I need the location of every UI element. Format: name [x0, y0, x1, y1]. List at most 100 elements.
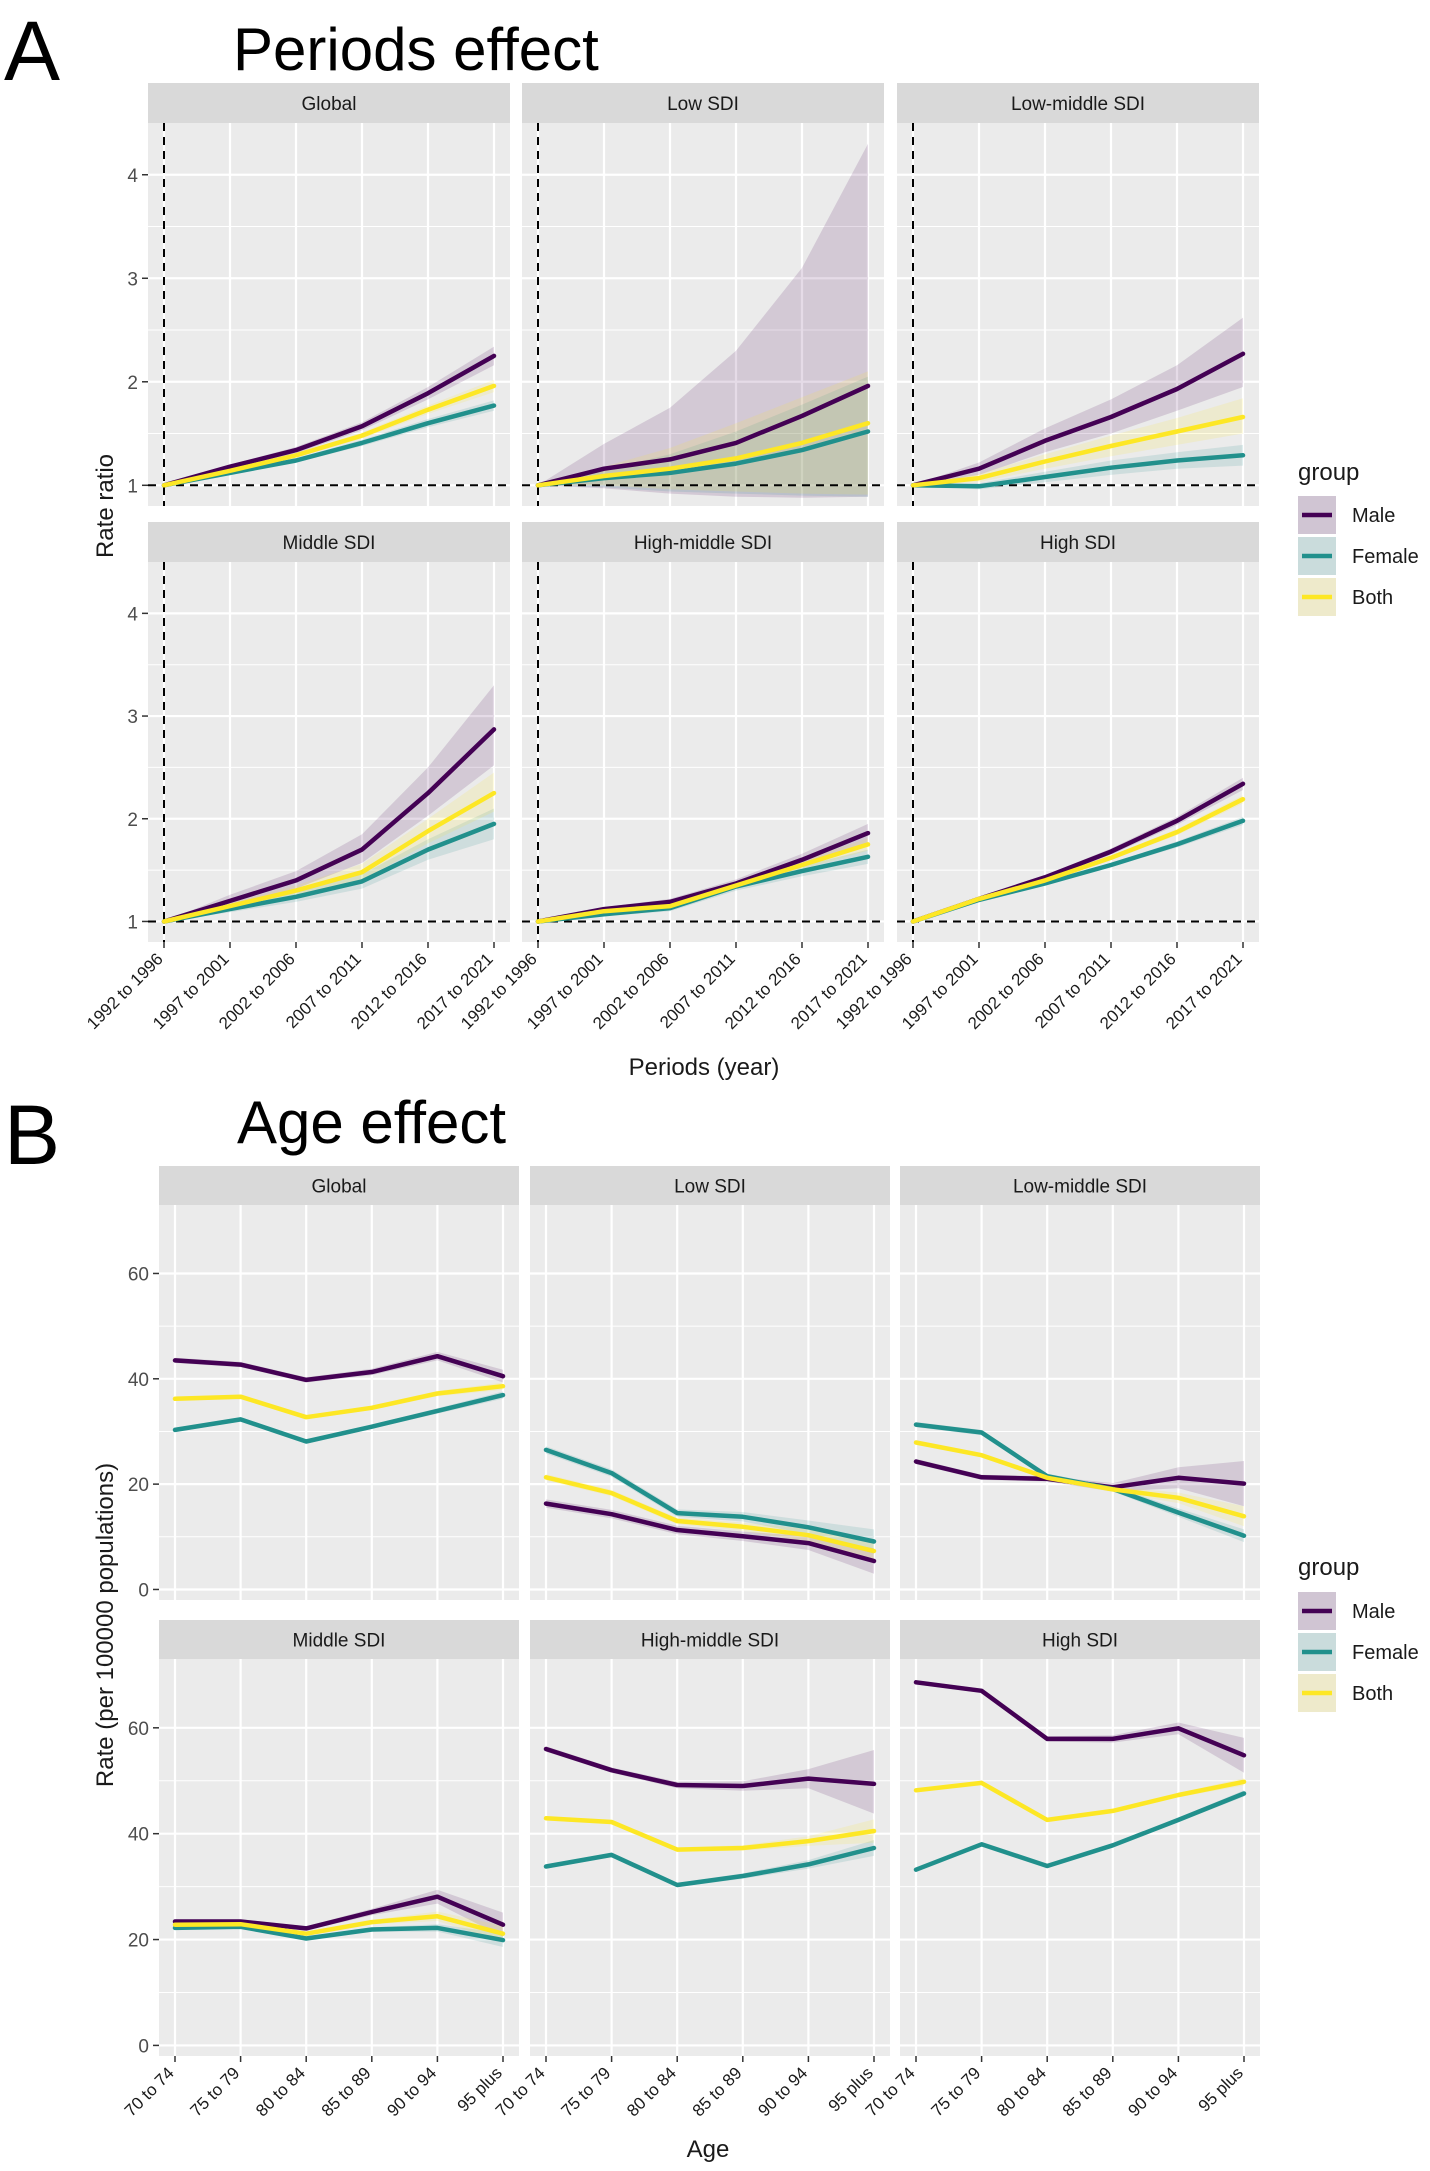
series-line-male	[172, 1353, 506, 1383]
panel-b-legend-title: group	[1298, 1554, 1359, 1581]
facet-a-global: Global 1 2 3 4	[127, 83, 510, 506]
panel-b-heading: Age effect	[237, 1089, 506, 1156]
panel-a-facets: Global 1 2 3 4 Low SDI Low-middle SDI Middle SD…	[83, 83, 1259, 1033]
y-tick-label: 20	[128, 1475, 149, 1496]
facet-a-low-middle-sdi: Low-middle SDI	[897, 83, 1259, 506]
series-line-both	[910, 796, 1246, 924]
confidence-ribbon-male	[164, 685, 494, 922]
facet-panel-background	[897, 123, 1259, 506]
legend-label: Both	[1352, 587, 1393, 609]
facet-strip-label: Global	[302, 94, 357, 115]
facet-strip	[530, 1620, 890, 1659]
y-tick-label: 3	[127, 269, 138, 290]
x-tick-label: 85 to 89	[318, 2063, 375, 2120]
series-line-female	[543, 1447, 877, 1544]
facet-strip	[897, 522, 1259, 562]
panel-a-legend-title: group	[1298, 459, 1359, 486]
legend-item-male: Male	[1298, 496, 1395, 534]
facet-b-global: Global 0 20 40 60	[128, 1166, 519, 1601]
panel-b-letter: B	[4, 1088, 60, 1182]
panel-a-periods-effect: A Periods effect Global 1 2 3 4 Low SDI Low-mi…	[4, 4, 1419, 1081]
x-tick-label: 85 to 89	[1059, 2063, 1116, 2120]
series-line-both	[913, 1440, 1247, 1519]
series-line-female	[910, 453, 1246, 489]
panel-a-heading: Periods effect	[233, 16, 599, 83]
y-tick-label: 2	[127, 373, 138, 394]
x-tick-label: 70 to 74	[121, 2063, 178, 2120]
facet-b-middle-sdi: Middle SDI 0 20 40 60 70 to 74 75 to 79 80 to 8…	[121, 1620, 519, 2120]
series-line-male	[543, 1501, 877, 1564]
legend-item-both: Both	[1298, 578, 1393, 616]
series-line-male	[161, 727, 497, 924]
x-tick-label: 80 to 84	[623, 2063, 680, 2120]
facet-strip-label: Global	[312, 1177, 367, 1198]
confidence-ribbon-female	[913, 444, 1243, 490]
y-tick-label: 40	[128, 1825, 149, 1846]
x-tick-label: 90 to 94	[383, 2063, 440, 2120]
facet-strip	[148, 522, 510, 562]
facet-strip-label: Low-middle SDI	[1013, 1177, 1147, 1198]
series-line-male	[910, 351, 1246, 488]
y-tick-label: 20	[128, 1931, 149, 1952]
y-tick-label: 2	[127, 810, 138, 831]
facet-b-low-middle-sdi: Low-middle SDI	[900, 1166, 1260, 1600]
y-tick-label: 1	[127, 476, 138, 497]
legend-label: Male	[1352, 505, 1395, 527]
series-line-male	[161, 353, 497, 488]
series-line-both	[172, 1914, 506, 1936]
y-tick-label: 40	[128, 1370, 149, 1391]
facet-strip	[897, 83, 1259, 123]
x-tick-label: 90 to 94	[1124, 2063, 1181, 2120]
facet-strip-label: High SDI	[1042, 1631, 1118, 1652]
facet-panel-background	[159, 1205, 519, 1600]
panel-a-letter: A	[4, 4, 60, 98]
confidence-ribbon-male	[538, 143, 868, 498]
y-tick-label: 60	[128, 1719, 149, 1740]
facet-strip	[148, 83, 510, 123]
facet-strip-label: Low SDI	[667, 94, 739, 115]
x-tick-label: 75 to 79	[187, 2063, 244, 2120]
x-tick-label: 75 to 79	[558, 2063, 615, 2120]
legend-label: Male	[1352, 1601, 1395, 1623]
facet-strip-label: Low-middle SDI	[1011, 94, 1145, 115]
panel-b-legend: group Male Female Both	[1298, 1554, 1419, 1712]
facet-strip	[900, 1166, 1260, 1205]
y-tick-label: 0	[138, 2036, 149, 2057]
series-line-male	[535, 383, 871, 488]
facet-strip-label: Low SDI	[674, 1177, 746, 1198]
series-line-both	[535, 420, 871, 488]
legend-item-female: Female	[1298, 1633, 1419, 1671]
facet-panel-background	[159, 1659, 519, 2056]
series-line-male	[913, 1680, 1247, 1758]
panel-a-legend: group Male Female Both	[1298, 459, 1419, 616]
facet-panel-background	[148, 123, 510, 506]
y-tick-label: 3	[127, 707, 138, 728]
series-line-both	[913, 1779, 1247, 1823]
x-tick-label: 85 to 89	[689, 2063, 746, 2120]
series-line-both	[910, 414, 1246, 488]
series-line-both	[543, 1475, 877, 1554]
facet-b-low-sdi: Low SDI	[530, 1166, 890, 1600]
legend-item-male: Male	[1298, 1592, 1395, 1630]
facet-strip-label: High-middle SDI	[641, 1631, 779, 1652]
series-line-both	[535, 842, 871, 924]
facet-strip-label: Middle SDI	[283, 533, 376, 554]
confidence-ribbon-both	[913, 398, 1243, 486]
facet-strip-label: High SDI	[1040, 533, 1116, 554]
facet-panel-background	[522, 562, 884, 942]
x-tick-label: 95 plus	[1195, 2063, 1247, 2115]
legend-label: Female	[1352, 546, 1419, 568]
facet-a-low-sdi: Low SDI	[522, 83, 884, 506]
series-line-both	[172, 1383, 506, 1420]
series-line-female	[172, 1924, 506, 1943]
legend-item-female: Female	[1298, 537, 1419, 575]
y-tick-label: 4	[127, 166, 138, 187]
series-line-male	[172, 1894, 506, 1931]
series-line-both	[161, 790, 497, 924]
panel-b-y-axis-title: Rate (per 100000 populations)	[92, 1463, 119, 1787]
panel-b-facets: Global 0 20 40 60 Low SDI Low-middle SDI Middle…	[121, 1166, 1260, 2120]
facet-strip	[900, 1620, 1260, 1659]
